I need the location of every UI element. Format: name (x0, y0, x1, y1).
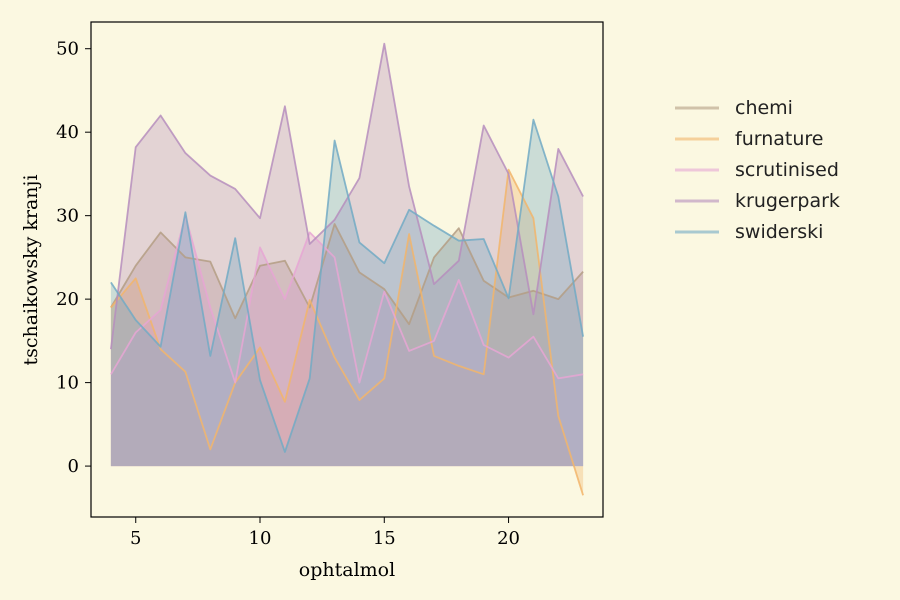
area-scrutinised (110, 215, 584, 467)
legend-label-swiderski: swiderski (735, 221, 823, 243)
x-axis-label: ophtalmol (299, 559, 395, 581)
y-tick-label: 40 (56, 122, 79, 143)
x-tick-label: 20 (497, 528, 520, 549)
area-krugerpark (110, 43, 584, 467)
series-lines (110, 42, 584, 496)
y-tick-label: 0 (68, 456, 79, 477)
legend: chemi furnature scrutinised krugerpark swide… (675, 97, 840, 243)
area-furnature (110, 169, 584, 496)
area-chemi (110, 224, 584, 467)
x-tick-label: 5 (130, 528, 141, 549)
line-swiderski (110, 118, 584, 453)
line-krugerpark (110, 42, 584, 350)
line-furnature (110, 168, 584, 496)
y-axis-ticks: 0 10 20 30 40 50 (56, 39, 91, 477)
area-swiderski (110, 119, 584, 467)
legend-label-krugerpark: krugerpark (735, 190, 840, 212)
y-tick-label: 10 (56, 373, 79, 394)
plot-frame (90, 21, 604, 518)
y-tick-label: 20 (56, 289, 79, 310)
legend-label-scrutinised: scrutinised (735, 159, 839, 181)
plot-area (91, 22, 603, 517)
y-tick-label: 30 (56, 206, 79, 227)
line-chemi (110, 223, 584, 326)
series-areas (110, 43, 584, 496)
y-tick-label: 50 (56, 39, 79, 60)
x-tick-label: 10 (249, 528, 272, 549)
x-tick-label: 15 (373, 528, 396, 549)
y-axis-label: tschaikowsky kranji (20, 174, 42, 365)
legend-label-furnature: furnature (735, 128, 823, 150)
legend-label-chemi: chemi (735, 97, 793, 119)
x-axis-ticks: 5 10 15 20 (130, 517, 520, 549)
